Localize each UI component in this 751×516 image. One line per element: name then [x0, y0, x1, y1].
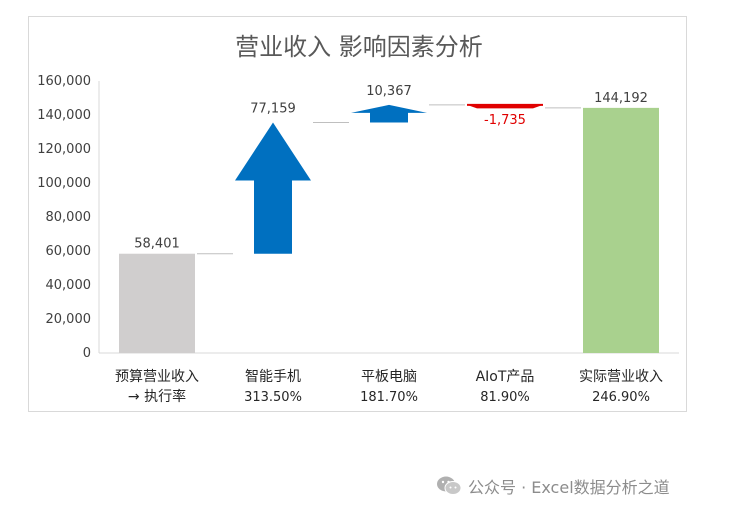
- execution-rate-label: 181.70%: [360, 390, 418, 405]
- execution-rate-label: 313.50%: [244, 390, 302, 405]
- execution-rate-label: 246.90%: [592, 390, 650, 405]
- y-tick-label: 100,000: [37, 176, 91, 191]
- wechat-icon: [437, 476, 462, 495]
- data-label: 144,192: [594, 91, 648, 106]
- watermark: 公众号 · Excel数据分析之道: [436, 474, 670, 498]
- category-label: 实际营业收入: [579, 369, 663, 385]
- category-sublabel: → 执行率: [128, 388, 186, 405]
- increase-arrow: [351, 104, 427, 123]
- y-tick-label: 160,000: [37, 74, 91, 89]
- data-label: 58,401: [134, 237, 180, 252]
- data-label: 77,159: [250, 102, 296, 117]
- bar-budget: [119, 253, 195, 353]
- execution-rate-label: 81.90%: [480, 390, 530, 405]
- data-label: -1,735: [484, 113, 526, 128]
- y-tick-label: 80,000: [46, 210, 92, 225]
- y-tick-label: 0: [83, 346, 91, 361]
- chart-frame: 营业收入 影响因素分析 0 20,000 40,000 60,000 80,000 100…: [28, 16, 687, 412]
- y-tick-label: 140,000: [37, 108, 91, 123]
- category-label: 预算营业收入: [115, 369, 199, 385]
- bar-actual: [583, 107, 659, 353]
- category-label: 平板电脑: [361, 369, 417, 385]
- category-label: 智能手机: [245, 369, 301, 385]
- y-tick-label: 120,000: [37, 142, 91, 157]
- watermark-text: 公众号 · Excel数据分析之道: [468, 478, 670, 497]
- increase-arrow: [235, 122, 311, 254]
- waterfall-chart: 营业收入 影响因素分析 0 20,000 40,000 60,000 80,000 100…: [37, 33, 679, 405]
- y-tick-label: 20,000: [46, 312, 92, 327]
- y-tick-label: 40,000: [46, 278, 92, 293]
- chart-title: 营业收入 影响因素分析: [235, 33, 483, 61]
- y-tick-label: 60,000: [46, 244, 92, 259]
- category-label: AIoT产品: [476, 369, 535, 385]
- data-label: 10,367: [366, 84, 412, 99]
